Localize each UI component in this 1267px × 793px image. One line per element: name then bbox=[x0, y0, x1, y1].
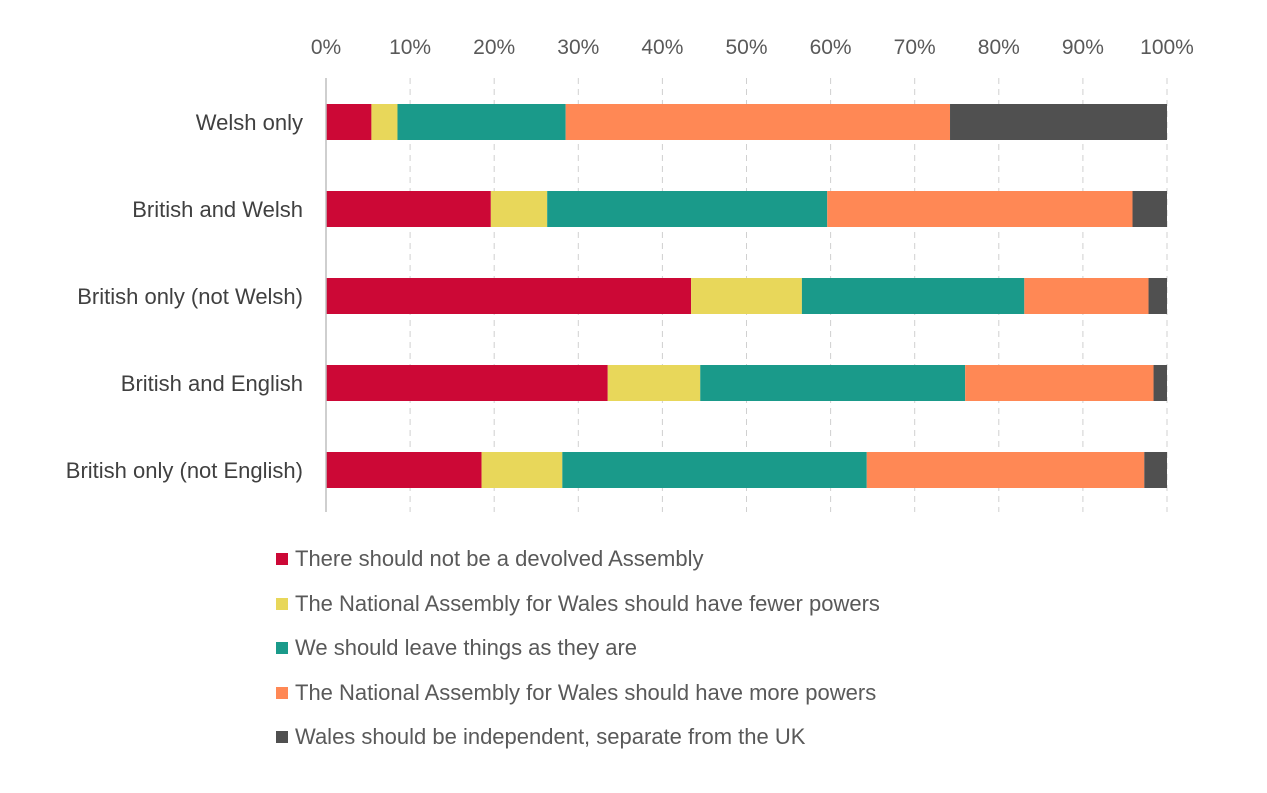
x-tick-label: 70% bbox=[894, 36, 936, 59]
bar-segment bbox=[481, 452, 563, 488]
legend-label: The National Assembly for Wales should h… bbox=[295, 679, 877, 705]
category-label: British and Welsh bbox=[132, 197, 303, 222]
x-tick-label: 60% bbox=[810, 36, 852, 59]
bar-segment bbox=[326, 452, 482, 488]
legend: There should not be a devolved Assembly T… bbox=[276, 546, 880, 769]
legend-label: The National Assembly for Wales should h… bbox=[295, 590, 880, 616]
legend-item: The National Assembly for Wales should h… bbox=[276, 680, 880, 725]
legend-item: The National Assembly for Wales should h… bbox=[276, 591, 880, 636]
bar-segment bbox=[700, 365, 966, 401]
legend-swatch bbox=[276, 731, 288, 743]
bar-segment bbox=[827, 191, 1133, 227]
bar-segment bbox=[866, 452, 1145, 488]
bar-segment bbox=[326, 191, 491, 227]
legend-item: Wales should be independent, separate fr… bbox=[276, 724, 880, 769]
legend-label: We should leave things as they are bbox=[295, 635, 638, 660]
x-tick-label: 90% bbox=[1062, 36, 1104, 59]
bar-segment bbox=[326, 365, 608, 401]
legend-label: There should not be a devolved Assembly bbox=[295, 546, 704, 571]
legend-item: There should not be a devolved Assembly bbox=[276, 546, 880, 591]
x-tick-label: 40% bbox=[641, 36, 683, 59]
bar-segment bbox=[1024, 278, 1149, 314]
bar-segment bbox=[547, 191, 828, 227]
bar-segment bbox=[562, 452, 867, 488]
x-tick-label: 50% bbox=[725, 36, 767, 59]
bar-segment bbox=[565, 104, 951, 140]
bar-segment bbox=[490, 191, 548, 227]
bar-segment bbox=[1153, 365, 1167, 401]
category-label: Welsh only bbox=[196, 110, 303, 135]
bar-segment bbox=[326, 278, 692, 314]
bar-segment bbox=[691, 278, 802, 314]
bar-segment bbox=[801, 278, 1025, 314]
stacked-bar-chart: 0% 10% 20% 30% 40% 50% 60% 70% 80% 90% 100% Welsh … bbox=[66, 36, 1194, 512]
x-axis-tick-labels: 0% 10% 20% 30% 40% 50% 60% 70% 80% 90% 100% bbox=[311, 36, 1194, 59]
legend-swatch bbox=[276, 597, 288, 610]
category-label: British only (not Welsh) bbox=[77, 284, 303, 309]
category-label: British only (not English) bbox=[66, 458, 303, 483]
bar-segment bbox=[1132, 191, 1167, 227]
legend-swatch bbox=[276, 642, 288, 654]
category-labels: Welsh only British and Welsh British only … bbox=[66, 110, 303, 483]
bar-segment bbox=[607, 365, 701, 401]
x-tick-label: 100% bbox=[1140, 36, 1194, 59]
bar-segment bbox=[1148, 278, 1167, 314]
legend-swatch bbox=[276, 553, 288, 565]
x-tick-label: 20% bbox=[473, 36, 515, 59]
bar-segment bbox=[950, 104, 1167, 140]
legend-label: Wales should be independent, separate fr… bbox=[295, 724, 806, 749]
bar-segment bbox=[1144, 452, 1167, 488]
bar-segments bbox=[326, 104, 1167, 488]
category-label: British and English bbox=[121, 371, 303, 396]
x-tick-label: 0% bbox=[311, 36, 341, 59]
legend-swatch bbox=[276, 686, 288, 699]
legend-item: We should leave things as they are bbox=[276, 635, 880, 680]
bar-segment bbox=[397, 104, 566, 140]
bar-segment bbox=[965, 365, 1154, 401]
x-tick-label: 10% bbox=[389, 36, 431, 59]
x-tick-label: 30% bbox=[557, 36, 599, 59]
x-tick-label: 80% bbox=[978, 36, 1020, 59]
bar-segment bbox=[371, 104, 398, 140]
bar-segment bbox=[326, 104, 372, 140]
